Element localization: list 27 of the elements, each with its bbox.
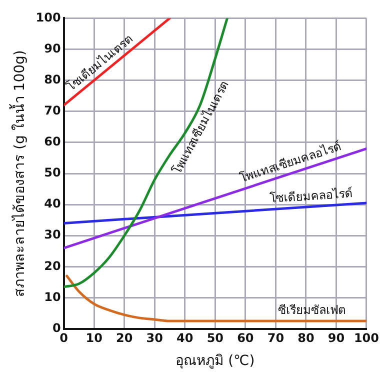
x-tick-label: 30 bbox=[146, 331, 163, 346]
x-tick-label: 10 bbox=[86, 331, 102, 346]
y-tick-label: 0 bbox=[52, 320, 61, 335]
x-tick-label: 90 bbox=[328, 331, 345, 346]
y-tick-label: 10 bbox=[44, 290, 61, 304]
y-tick-label: 90 bbox=[44, 41, 61, 56]
y-tick-label: 50 bbox=[44, 166, 61, 180]
x-tick-label: 100 bbox=[354, 331, 380, 346]
x-tick-label: 50 bbox=[206, 331, 224, 346]
y-tick-label: 80 bbox=[44, 72, 61, 86]
x-tick-label: 60 bbox=[237, 331, 254, 346]
line-series bbox=[64, 18, 229, 288]
line-series bbox=[66, 274, 366, 322]
y-tick-label: 40 bbox=[44, 196, 61, 211]
y-tick-label: 100 bbox=[36, 10, 61, 24]
y-tick-label: 20 bbox=[44, 258, 61, 273]
series-label: ซีเรียมซัลเฟต bbox=[278, 303, 346, 318]
series-label: โซเดียมคลอไรด์ bbox=[269, 186, 354, 206]
x-tick-label: 40 bbox=[176, 331, 194, 346]
y-tick-label: 30 bbox=[44, 228, 61, 242]
x-axis-title: อุณหภูมิ (℃) bbox=[176, 353, 255, 370]
y-axis-title: สภาพละลายได้ของสาร (g ในน้ำ 100g) bbox=[9, 50, 28, 297]
x-tick-label: 80 bbox=[298, 331, 314, 346]
x-tick-label: 20 bbox=[116, 331, 133, 346]
y-tick-label: 60 bbox=[44, 134, 61, 149]
x-tick-label: 70 bbox=[267, 331, 284, 346]
y-tick-label: 70 bbox=[44, 104, 61, 118]
